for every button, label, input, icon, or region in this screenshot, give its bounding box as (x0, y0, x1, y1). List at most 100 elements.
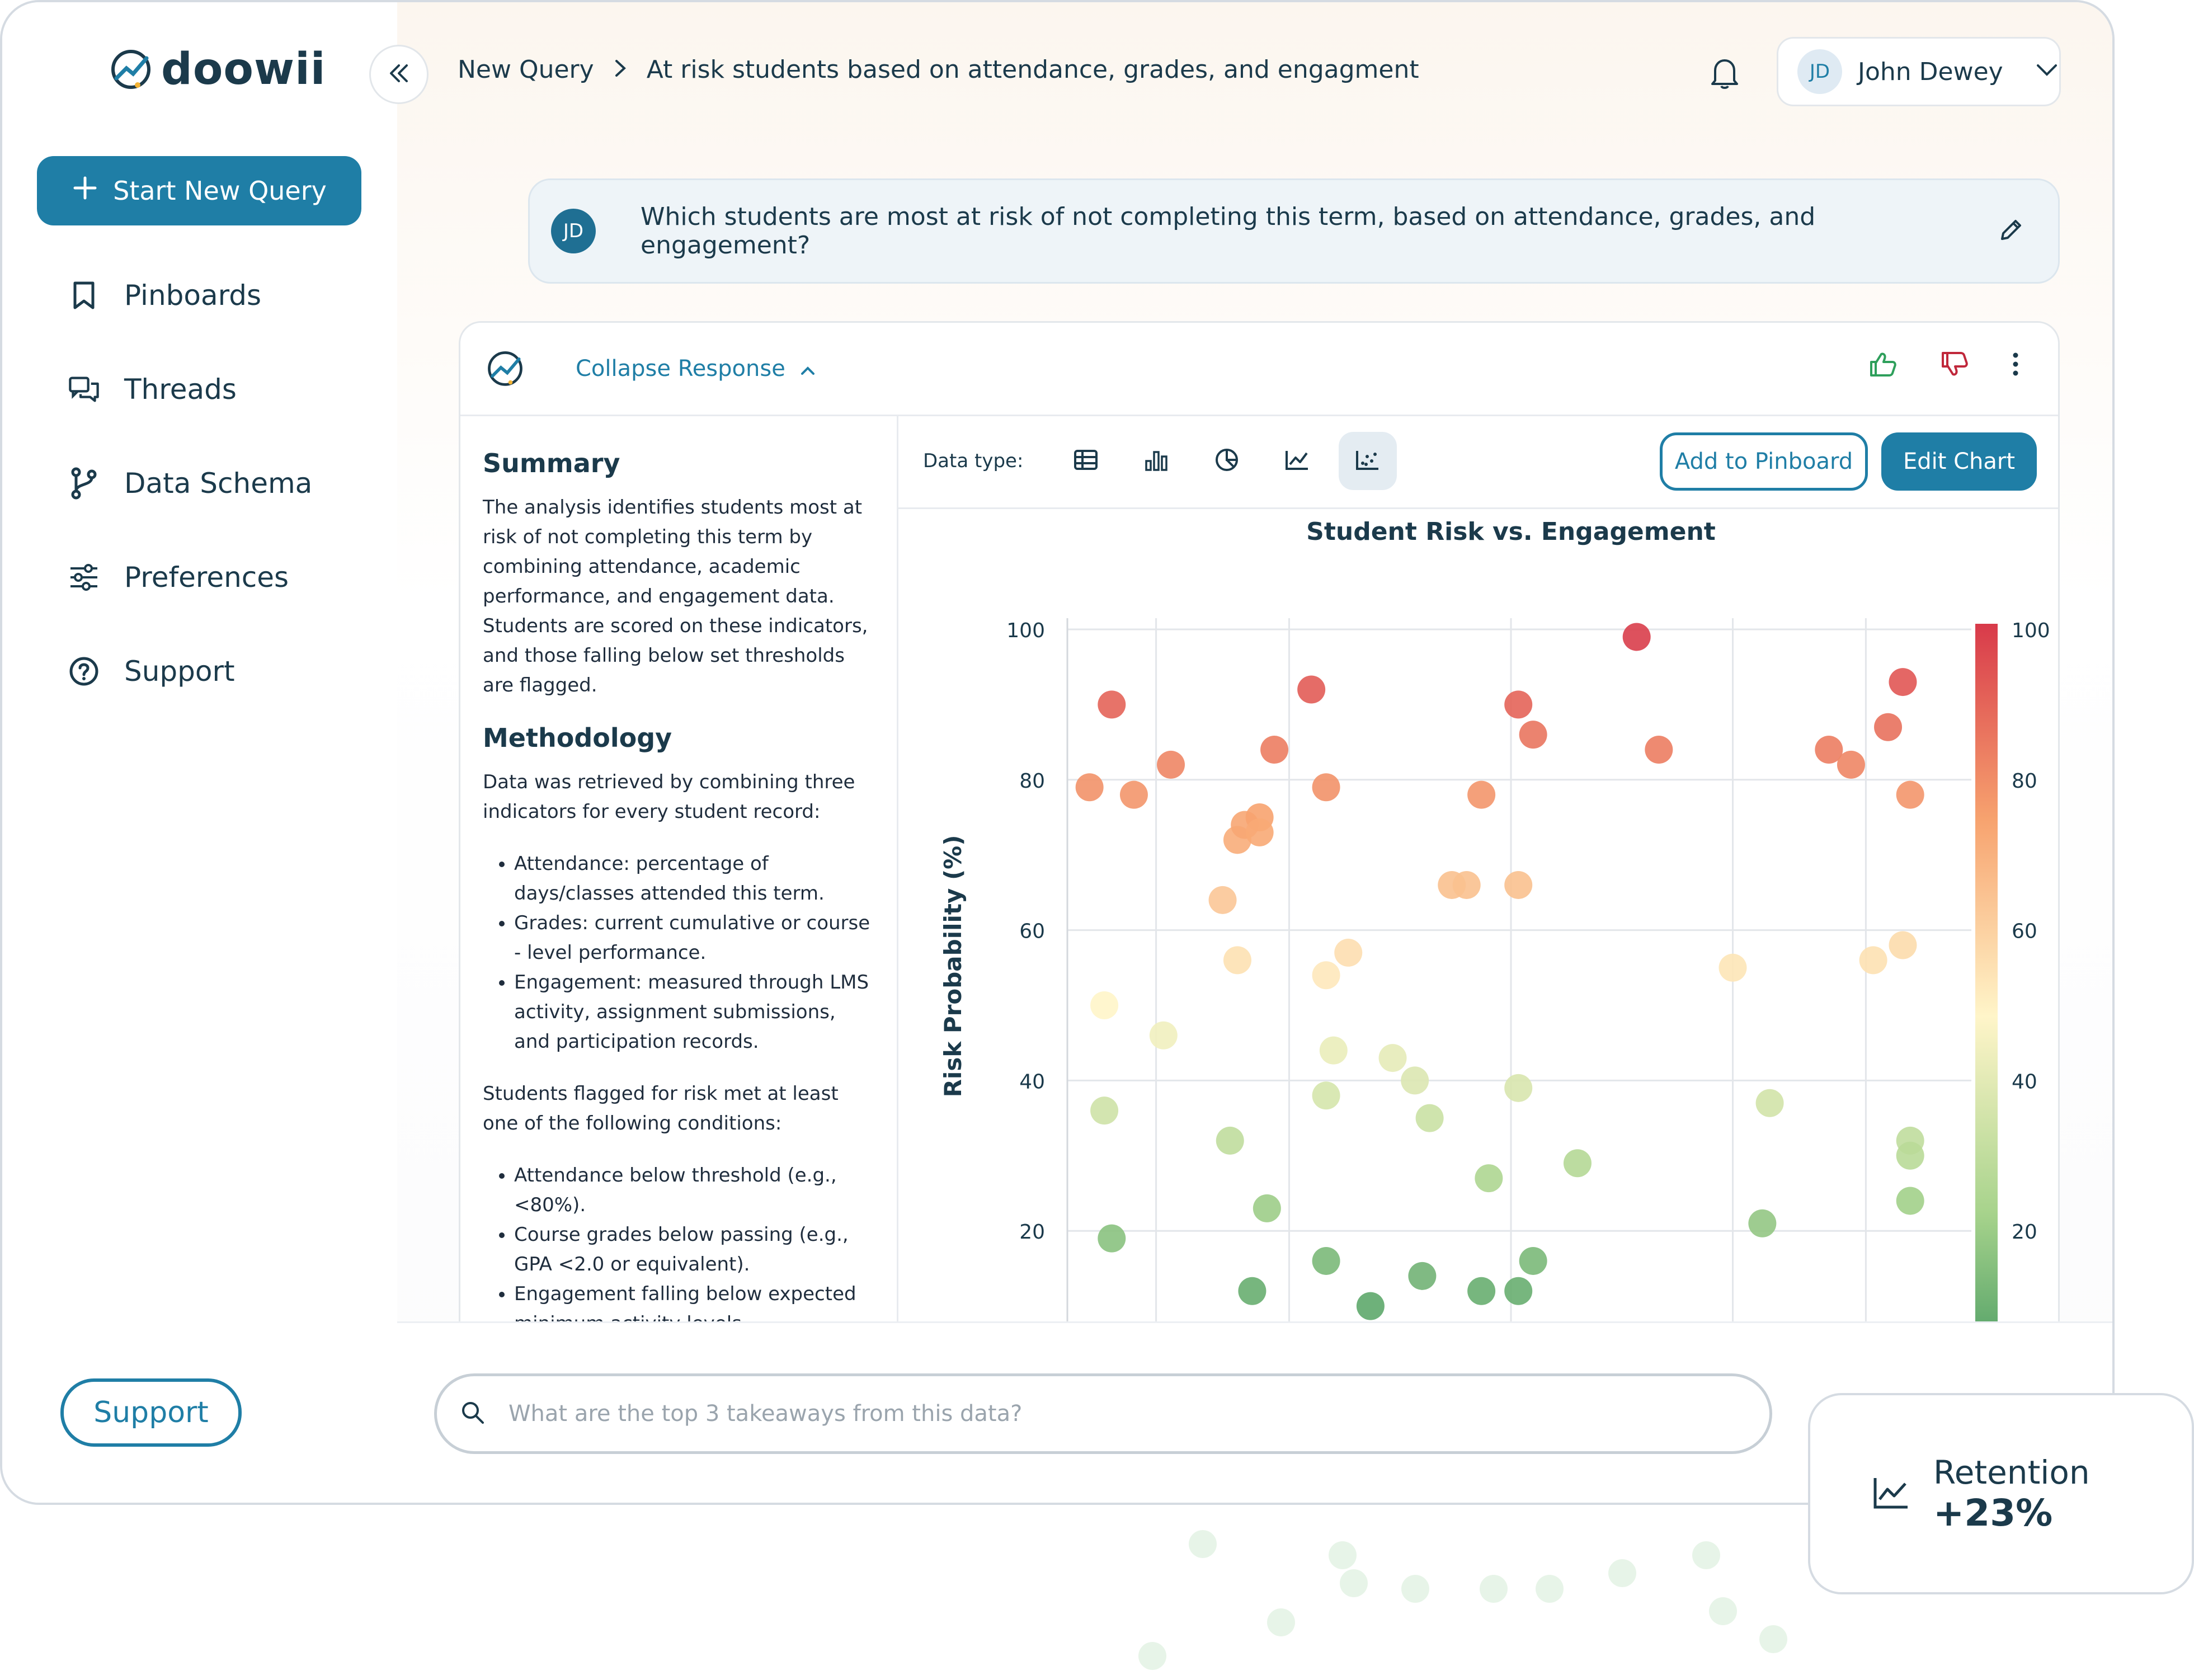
data-point (1253, 1194, 1281, 1222)
data-point (1090, 1097, 1119, 1125)
data-point (1896, 780, 1924, 809)
response-card: Collapse Response (459, 321, 2060, 1440)
reflection-dot (1189, 1530, 1217, 1558)
add-to-pinboard-button[interactable]: Add to Pinboard (1660, 432, 1868, 491)
start-new-query-button[interactable]: Start New Query (37, 156, 361, 225)
y-tick-label: 20 (1019, 1221, 1045, 1244)
thumbs-up-icon[interactable] (1869, 351, 1897, 380)
sidebar-item-label: Pinboards (124, 279, 262, 312)
data-point (1563, 1149, 1592, 1178)
thumbs-down-icon[interactable] (1941, 351, 1969, 380)
sidebar-nav: Pinboards Threads Data Schema Preference… (2, 248, 397, 718)
question-text: Which students are most at risk of not c… (641, 203, 1816, 260)
sidebar-item-label: Support (124, 655, 235, 688)
data-point (1149, 1021, 1178, 1050)
line-chart-button[interactable] (1268, 432, 1326, 490)
data-point (1208, 886, 1237, 914)
pie-chart-icon (1214, 447, 1240, 475)
search-icon (460, 1400, 485, 1427)
data-point (1216, 1126, 1244, 1155)
logo-text: doowii (161, 44, 326, 95)
colorbar-tick-label: 20 (2012, 1221, 2037, 1244)
data-point (1334, 938, 1363, 967)
sidebar-item-pinboards[interactable]: Pinboards (2, 248, 397, 342)
table-view-button[interactable] (1057, 432, 1115, 490)
pencil-icon[interactable] (1998, 217, 2024, 246)
list-item: Course grades below passing (e.g., GPA <… (514, 1220, 874, 1279)
user-menu[interactable]: JD John Dewey (1777, 37, 2061, 106)
chart-panel: Data type: Add (898, 415, 2058, 1438)
methodology-text: Data was retrieved by combining three in… (483, 771, 855, 823)
reflection-dot (1401, 1575, 1429, 1603)
list-item: Attendance below threshold (e.g., <80%). (514, 1161, 874, 1220)
data-point (1748, 1209, 1777, 1237)
data-point (1378, 1044, 1407, 1072)
data-point (1874, 713, 1903, 741)
support-button[interactable]: Support (60, 1378, 242, 1447)
scatter-chart-button[interactable] (1339, 432, 1397, 490)
breadcrumb-root[interactable]: New Query (458, 55, 594, 84)
data-point (1467, 1277, 1496, 1305)
question-avatar: JD (551, 209, 596, 253)
reflection-dot (1692, 1541, 1720, 1569)
collapse-response-button[interactable]: Collapse Response (576, 356, 816, 382)
data-point (1519, 1246, 1547, 1275)
sidebar-item-data-schema[interactable]: Data Schema (2, 436, 397, 530)
data-point (1408, 1262, 1437, 1290)
data-point (1260, 736, 1289, 764)
collapse-sidebar-button[interactable] (369, 45, 429, 104)
methodology-title: Methodology (483, 723, 672, 753)
data-point (1319, 1036, 1348, 1065)
pie-chart-button[interactable] (1198, 432, 1256, 490)
data-point (1467, 780, 1496, 809)
scatter-chart-icon (1355, 449, 1381, 473)
data-point (1622, 623, 1651, 651)
follow-up-input[interactable] (507, 1400, 1740, 1427)
colorbar-tick-label: 100 (2012, 619, 2050, 642)
edit-chart-button[interactable]: Edit Chart (1881, 432, 2037, 491)
sidebar-item-preferences[interactable]: Preferences (2, 530, 397, 624)
collapse-response-label: Collapse Response (576, 356, 785, 382)
data-point (1504, 690, 1533, 719)
sidebar: doowii Start New Query Pinboards Threads (2, 2, 399, 1503)
app-window: doowii Start New Query Pinboards Threads (0, 0, 2115, 1505)
logo[interactable]: doowii (109, 44, 326, 95)
bar-chart-icon (1144, 449, 1169, 473)
follow-up-search[interactable] (434, 1373, 1772, 1454)
sidebar-item-label: Preferences (124, 561, 289, 594)
data-point (1504, 1074, 1533, 1102)
data-point (1356, 1292, 1385, 1320)
scatter-chart: Student Risk vs. Engagement 20 40 60 80 100 Ri… (939, 517, 2050, 1409)
data-point (1896, 1187, 1924, 1215)
y-tick-label: 40 (1019, 1070, 1045, 1093)
more-options-icon[interactable] (2012, 352, 2019, 379)
bell-icon[interactable] (1710, 56, 1740, 92)
sidebar-item-threads[interactable]: Threads (2, 342, 397, 436)
y-tick-label: 60 (1019, 920, 1045, 943)
data-point (1098, 1224, 1126, 1253)
data-point (1075, 773, 1104, 802)
data-point (1837, 750, 1865, 779)
data-point (1312, 1081, 1340, 1110)
sidebar-item-support[interactable]: Support (2, 624, 397, 718)
reflection-dot (1340, 1569, 1368, 1597)
data-point (1401, 1066, 1429, 1095)
bar-chart-button[interactable] (1127, 432, 1185, 490)
data-point (1889, 931, 1917, 959)
conditions-intro: Students flagged for risk met at least o… (483, 1083, 839, 1135)
data-point (1504, 870, 1533, 899)
colorbar-tick-label: 40 (2012, 1070, 2037, 1093)
data-point (1312, 961, 1340, 990)
y-tick-label: 80 (1019, 770, 1045, 793)
start-new-query-label: Start New Query (113, 176, 327, 206)
summary-text: The analysis identifies students most at… (483, 496, 868, 697)
reflection-dot (1480, 1575, 1508, 1603)
data-point (1157, 750, 1185, 779)
data-point (1519, 721, 1547, 749)
reflection-dot (1709, 1597, 1737, 1625)
logo-icon (109, 46, 153, 93)
data-point (1312, 1246, 1340, 1275)
line-chart-icon (1284, 449, 1310, 473)
y-axis-label: Risk Probability (%) (939, 835, 967, 1098)
trend-chart-icon (1872, 1475, 1911, 1513)
